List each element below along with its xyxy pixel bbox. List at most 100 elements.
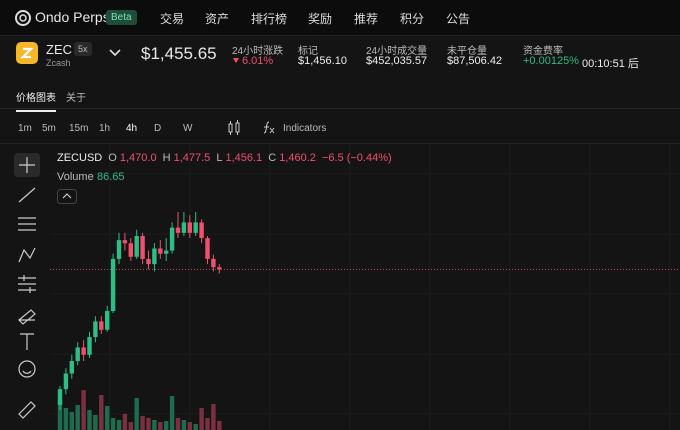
chevron[interactable]	[108, 48, 122, 58]
ruler-tool[interactable]	[18, 401, 36, 419]
candle-body	[152, 248, 157, 265]
candle-body	[181, 222, 187, 233]
stat-label: 24小时成交量	[366, 46, 428, 57]
nav-item[interactable]: 推荐	[354, 12, 379, 26]
logo-icon	[15, 10, 31, 26]
indicators[interactable]: Indicators	[283, 123, 327, 134]
change: −6.5 (−0.44%)	[321, 152, 392, 164]
stat-label: 资金费率	[523, 46, 563, 57]
price: $1,455.65	[141, 44, 217, 63]
stat-value: $87,506.42	[447, 55, 503, 67]
divider	[0, 108, 680, 109]
candle-body	[217, 267, 222, 270]
crosshair-tool[interactable]	[19, 157, 35, 173]
stat-value: $1,456.10	[298, 55, 347, 67]
volume-bar	[81, 390, 86, 430]
volume-bar	[140, 416, 145, 430]
volume-bar	[199, 408, 204, 430]
pattern-tool[interactable]	[18, 247, 36, 263]
volume-bar	[69, 412, 74, 430]
ohlc-value: 1,470.0	[119, 152, 157, 164]
volume-bar	[158, 422, 163, 430]
candle-body	[175, 227, 181, 233]
volume-bar	[128, 422, 133, 430]
badge: Beta	[106, 10, 137, 25]
volume-bar	[152, 420, 157, 430]
ohlc-value: 1,460.2	[279, 152, 316, 164]
candle-body	[158, 248, 163, 254]
candle-body	[199, 222, 204, 239]
nav-item[interactable]: 排行榜	[251, 12, 288, 26]
top-bar: Ondo Perps Beta 交易 资产 排行榜 奖励 推荐 积分 公告	[0, 0, 680, 36]
stat-label: 标记	[298, 46, 318, 57]
candle-body	[99, 321, 104, 330]
interval[interactable]: 1h	[99, 123, 111, 134]
stat-label: 未平仓量	[447, 46, 487, 57]
volume-bar	[122, 414, 128, 430]
candle-body	[211, 258, 216, 268]
leverage: 5x	[74, 42, 92, 56]
candle-body	[69, 361, 74, 374]
volume-bar	[181, 420, 187, 430]
interval[interactable]: W	[183, 123, 193, 134]
stat-value: $452,035.57	[366, 55, 428, 67]
volume-bar	[211, 404, 216, 430]
text-tool[interactable]	[20, 333, 34, 350]
emoji-tool[interactable]	[18, 360, 36, 378]
candle-body	[140, 235, 145, 259]
interval-active[interactable]: 4h	[126, 123, 138, 134]
nav-item[interactable]: 积分	[400, 12, 425, 26]
funding-countdown: 00:10:51 后	[582, 58, 639, 70]
volume-bar	[87, 410, 92, 430]
coin-icon	[16, 42, 38, 64]
volume-bar	[105, 406, 110, 430]
projection-tool[interactable]	[18, 275, 36, 293]
nav-item[interactable]: 奖励	[308, 12, 333, 26]
collapse-button[interactable]	[57, 189, 77, 204]
ohlc-label: C	[268, 152, 277, 164]
nav-item[interactable]: 公告	[446, 12, 471, 26]
candle-body	[116, 240, 122, 259]
price-chart	[50, 144, 680, 430]
volume-bar	[146, 418, 151, 430]
candle-body	[205, 238, 210, 259]
candle-body	[164, 250, 169, 254]
candle-body	[87, 337, 92, 355]
candle-body	[93, 321, 98, 338]
interval[interactable]: D	[154, 123, 162, 134]
brush-tool[interactable]	[18, 309, 36, 325]
volume-bar	[99, 395, 104, 430]
fib-tool[interactable]	[18, 217, 36, 231]
legend-symbol: ZECUSD	[57, 152, 103, 164]
line-tool[interactable]	[18, 187, 36, 203]
stat-label: 24小时涨跌	[232, 46, 284, 57]
interval[interactable]: 5m	[42, 123, 56, 134]
candle-body	[169, 227, 175, 251]
volume-bar	[57, 400, 63, 430]
candle-body	[75, 347, 80, 362]
chart-legend: ZECUSD O 1,470.0 H 1,477.5 L 1,456.1 C 1,460…	[57, 152, 395, 164]
candle-body	[134, 235, 139, 257]
tab[interactable]: 关于	[66, 93, 86, 104]
nav-item[interactable]: 资产	[205, 12, 230, 26]
volume-value: 86.65	[97, 171, 125, 183]
volume-bar	[110, 418, 116, 430]
logo[interactable]: Ondo Perps	[35, 9, 110, 25]
nav-item[interactable]: 交易	[160, 12, 185, 26]
volume-bar	[175, 418, 181, 430]
candle-type-icon[interactable]	[227, 120, 241, 136]
volume-bar	[75, 405, 80, 430]
candle-body	[193, 222, 198, 233]
candle-body	[122, 240, 128, 244]
volume-bar	[93, 415, 98, 430]
volume-bar	[134, 398, 139, 430]
volume-bar	[164, 421, 169, 430]
candle-body	[146, 258, 151, 265]
interval[interactable]: 1m	[18, 123, 32, 134]
fx-icon[interactable]	[262, 120, 276, 136]
interval[interactable]: 15m	[69, 123, 89, 134]
candle-body	[63, 373, 69, 390]
volume-bar	[217, 421, 222, 430]
tab-active[interactable]: 价格图表	[16, 89, 56, 112]
